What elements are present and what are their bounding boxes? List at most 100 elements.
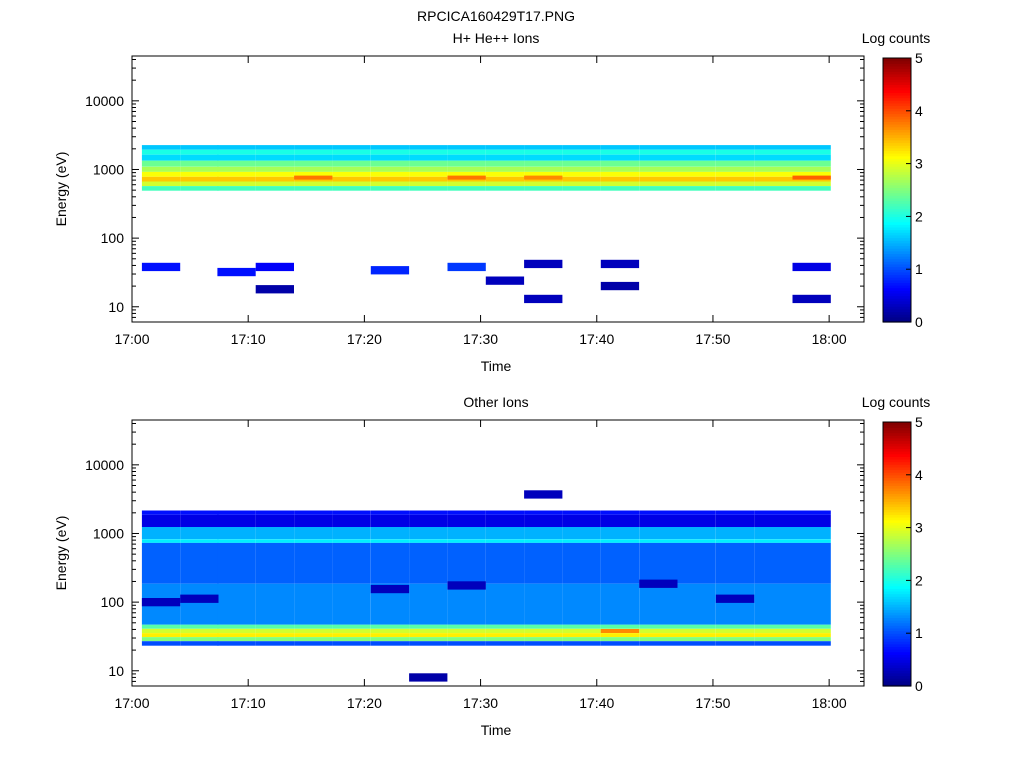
spectrogram-cell <box>141 171 181 177</box>
spectrogram-cell <box>294 510 333 515</box>
colorbar-swatch <box>883 147 911 151</box>
colorbar-swatch <box>883 108 911 112</box>
colorbar-swatch <box>883 641 911 645</box>
spectrogram-cell <box>562 154 601 161</box>
spectrogram-cell <box>294 154 333 161</box>
spectrogram-cell <box>485 145 525 150</box>
colorbar-swatch <box>883 102 911 107</box>
count-cell <box>141 262 181 272</box>
spectrogram-cell <box>332 186 371 191</box>
spectrogram-cell <box>792 186 831 191</box>
colorbar-swatch <box>883 440 911 444</box>
colorbar-swatch <box>883 292 911 297</box>
spectrogram-cell <box>370 160 410 167</box>
colorbar-swatch <box>883 153 911 157</box>
spectrogram-cell <box>754 633 793 638</box>
spectrogram-cell <box>754 176 793 182</box>
colorbar-swatch <box>883 76 911 80</box>
spectrogram-cell <box>639 628 678 634</box>
spectrogram-cell <box>294 514 333 527</box>
spectrogram-cell <box>715 145 755 150</box>
spectrogram-cell <box>370 186 410 191</box>
colorbar-swatch <box>883 174 911 178</box>
spectrogram-cell <box>715 542 755 584</box>
count-cell <box>524 490 563 499</box>
colorbar-swatch <box>883 638 911 642</box>
spectrogram-cell <box>715 633 755 638</box>
colorbar-tick-label: 3 <box>915 520 923 536</box>
spectrogram-cell <box>332 539 371 543</box>
spectrogram-cell <box>754 145 793 150</box>
spectrogram-cell <box>639 166 678 172</box>
spectrogram-cell <box>715 149 755 155</box>
colorbar-swatch <box>883 166 911 170</box>
spectrogram-cell <box>409 171 448 177</box>
panel-title: Other Ions <box>463 394 528 410</box>
spectrogram-cell <box>524 539 563 543</box>
spectrogram-cell <box>255 514 294 527</box>
spectrogram-cell <box>792 583 831 625</box>
spectrogram-cell <box>141 510 181 515</box>
colorbar-swatch <box>883 131 911 136</box>
colorbar-swatch <box>883 250 911 254</box>
colorbar-swatch <box>883 110 911 115</box>
spectrogram-cell <box>754 149 793 155</box>
spectrogram-cell <box>715 641 755 646</box>
spectrogram-cell <box>447 510 486 515</box>
colorbar-swatch <box>883 121 911 125</box>
spectrogram-cell <box>485 583 525 625</box>
count-cell <box>370 584 410 594</box>
colorbar-swatch <box>883 664 911 669</box>
spectrogram-cell <box>562 527 601 540</box>
colorbar-swatch <box>883 572 911 576</box>
count-cell <box>639 579 678 588</box>
spectrogram-cell <box>370 166 410 172</box>
spectrogram-cell <box>600 154 640 161</box>
spectrogram-cell <box>217 176 256 182</box>
spectrogram-cell <box>639 149 678 155</box>
spectrogram-cell <box>141 624 181 629</box>
spectrogram-cell <box>600 181 640 187</box>
colorbar-swatch <box>883 482 911 486</box>
spectrogram-cell <box>754 624 793 629</box>
spectrogram-cell <box>180 641 219 646</box>
spectrogram-cell <box>370 637 410 642</box>
spectrogram-cell <box>332 633 371 638</box>
colorbar-swatch <box>883 58 911 62</box>
colorbar-swatch <box>883 73 911 78</box>
spectrogram-cell <box>639 154 678 161</box>
spectrogram-cell <box>485 186 525 191</box>
colorbar-swatch <box>883 137 911 141</box>
spectrogram-cell <box>600 149 640 155</box>
spectrogram-cell <box>217 149 256 155</box>
spectrogram-cell <box>294 633 333 638</box>
spectrogram-cell <box>332 176 371 182</box>
spectrogram-cell <box>792 527 831 540</box>
colorbar-tick-label: 4 <box>915 103 923 119</box>
colorbar-swatch <box>883 81 911 85</box>
colorbar-swatch <box>883 105 911 109</box>
spectrogram-cell <box>447 637 486 642</box>
colorbar-swatch <box>883 583 911 587</box>
spectrogram-cell <box>562 514 601 527</box>
spectrogram-cell <box>677 181 716 187</box>
spectrogram-cell <box>792 514 831 527</box>
spectrogram-cell <box>180 624 219 629</box>
x-tick-label: 17:20 <box>347 695 382 711</box>
colorbar-swatch <box>883 300 911 305</box>
spectrogram-cell <box>485 641 525 646</box>
spectrogram-cell <box>255 637 294 642</box>
colorbar-swatch <box>883 643 911 647</box>
spectrogram-cell <box>639 186 678 191</box>
spectrogram-cell <box>562 510 601 515</box>
spectrogram-cell <box>409 542 448 584</box>
colorbar-swatch <box>883 179 911 183</box>
peak-cell <box>447 175 486 180</box>
x-tick-label: 17:50 <box>695 695 730 711</box>
spectrogram-cell <box>600 641 640 646</box>
spectrogram-cell <box>294 166 333 172</box>
spectrogram-cell <box>447 542 486 584</box>
spectrogram-cell <box>294 624 333 629</box>
spectrogram-cell <box>217 542 256 584</box>
spectrogram-cell <box>217 637 256 642</box>
